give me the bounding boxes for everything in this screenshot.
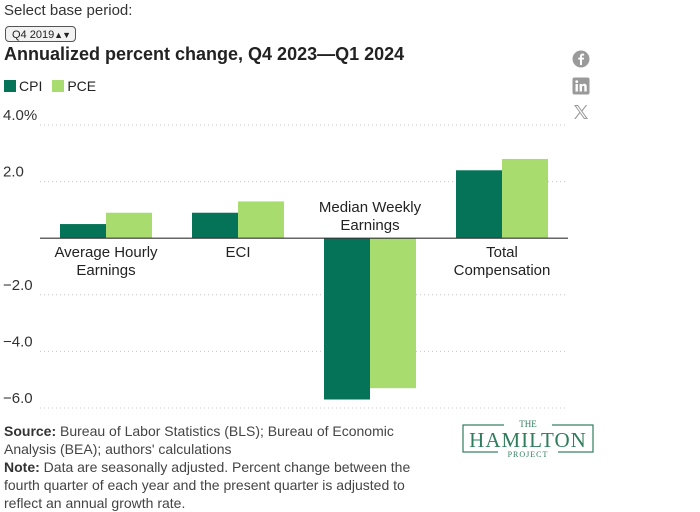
bar-cpi bbox=[192, 212, 238, 239]
logo-bottom: PROJECT bbox=[508, 450, 549, 459]
note-label: Note: bbox=[4, 459, 40, 475]
legend-item-cpi: CPI bbox=[4, 78, 42, 94]
chart-legend: CPI PCE bbox=[4, 78, 106, 94]
y-tick-label: −4.0 bbox=[3, 333, 33, 350]
base-period-label: Select base period: bbox=[4, 2, 133, 19]
legend-item-pce: PCE bbox=[52, 78, 96, 94]
legend-swatch-pce bbox=[52, 80, 65, 92]
category-label: Compensation bbox=[454, 262, 551, 279]
bar-cpi bbox=[60, 224, 106, 239]
select-arrows-icon: ▲▼ bbox=[54, 30, 71, 40]
note-text: Data are seasonally adjusted. Percent ch… bbox=[4, 459, 411, 511]
bar-pce bbox=[106, 212, 152, 239]
facebook-icon[interactable] bbox=[572, 50, 590, 68]
bar-pce bbox=[238, 201, 284, 239]
category-label: ECI bbox=[225, 244, 250, 261]
legend-label-cpi: CPI bbox=[19, 78, 43, 94]
category-label: Earnings bbox=[340, 217, 399, 234]
data-note: Note: Data are seasonally adjusted. Perc… bbox=[4, 458, 434, 512]
base-period-select[interactable]: Q4 2019 ▲▼ bbox=[5, 26, 76, 42]
y-tick-label: −6.0 bbox=[3, 390, 33, 407]
logo-top: THE bbox=[519, 419, 537, 429]
legend-label-pce: PCE bbox=[67, 78, 97, 94]
bar-pce bbox=[502, 158, 548, 239]
bar-pce bbox=[370, 238, 416, 389]
category-label: Median Weekly bbox=[319, 199, 422, 216]
legend-swatch-cpi bbox=[4, 80, 16, 92]
category-label: Total bbox=[486, 244, 518, 261]
chart-title: Annualized percent change, Q4 2023—Q1 20… bbox=[4, 44, 405, 64]
linkedin-icon[interactable] bbox=[572, 77, 590, 95]
logo-main: HAMILTON bbox=[469, 428, 587, 452]
category-label: Average Hourly bbox=[54, 244, 158, 261]
x-icon[interactable] bbox=[572, 103, 590, 121]
y-tick-label: 2.0 bbox=[3, 164, 24, 181]
y-tick-label: 4.0% bbox=[3, 110, 37, 124]
base-period-value: Q4 2019 bbox=[12, 29, 55, 41]
source-text: Bureau of Labor Statistics (BLS); Bureau… bbox=[4, 423, 394, 457]
y-tick-label: −2.0 bbox=[3, 277, 33, 294]
category-label: Earnings bbox=[76, 262, 135, 279]
bar-cpi bbox=[456, 170, 502, 239]
source-note: Source: Bureau of Labor Statistics (BLS)… bbox=[4, 422, 444, 458]
bar-cpi bbox=[324, 238, 370, 400]
source-label: Source: bbox=[4, 423, 57, 439]
hamilton-project-logo: THE HAMILTON PROJECT bbox=[462, 419, 594, 459]
